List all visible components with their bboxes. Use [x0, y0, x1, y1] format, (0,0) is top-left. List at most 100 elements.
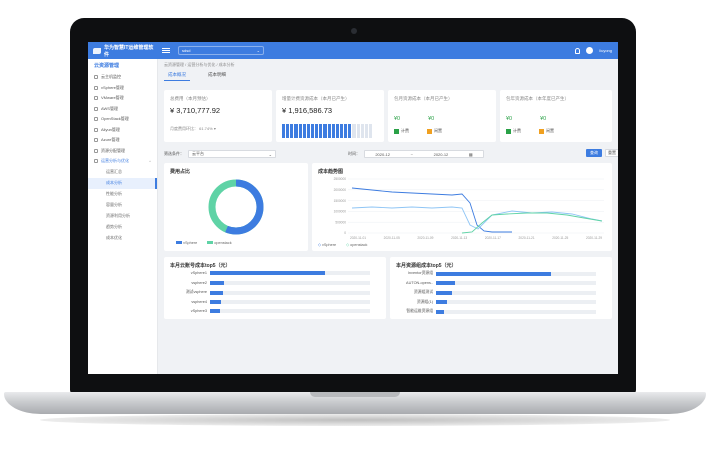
y-tick-label: 500000 — [335, 220, 346, 224]
pie-legend: vSphere openstack — [176, 241, 232, 245]
donut-slice-vsphere — [208, 179, 264, 235]
rank-row: 资源组(1) — [396, 300, 596, 305]
legend-marker: ◇ — [346, 243, 350, 247]
menu-item-icon — [94, 148, 98, 153]
rank-bar — [436, 280, 456, 285]
rank-name: 测试vsphere — [185, 290, 207, 294]
sidebar-item[interactable]: Azure管理 — [88, 135, 157, 146]
ratio-row: 月度费用环比： 61.74% ▾ — [170, 126, 216, 132]
sidebar-item[interactable]: Aliyun管理 — [88, 125, 157, 136]
legend-marker: ◇ — [318, 243, 321, 247]
legend-label: openstack — [350, 243, 368, 247]
sidebar-item-label: Azure管理 — [101, 137, 120, 143]
mini-bar — [344, 124, 348, 138]
rank-bar — [436, 271, 552, 276]
sidebar-subitem[interactable]: 成本优化 — [106, 235, 122, 240]
sidebar-subitem[interactable]: 趋势分析 — [106, 224, 122, 229]
sidebar-subitem[interactable]: 成本分析 — [88, 177, 157, 189]
legend-label: vSphere — [183, 241, 198, 245]
legend-swatch — [176, 241, 182, 244]
menu-toggle-icon[interactable] — [162, 48, 170, 53]
legend-label: 闲置 — [434, 128, 442, 133]
rank-row: vSphere3 — [170, 309, 370, 313]
mini-bar — [331, 124, 335, 138]
chevron-down-icon: ⌄ — [256, 48, 260, 53]
trend-legend: ◇ vSphere ◇ openstack — [318, 242, 367, 247]
rank-bar — [436, 300, 448, 304]
mini-bar — [306, 124, 310, 138]
y-tick-label: 0 — [344, 231, 346, 235]
filter-bar: 筛选条件： 云平台 ⌄ 时间： 2020-12 ~ 2020-12 ▦ 查询 重… — [164, 147, 618, 161]
rank-title: 本月资源组成本top5（元） — [396, 263, 457, 269]
sidebar-subitem[interactable]: 资源利用分析 — [106, 213, 130, 218]
rank-name: AUTON-opens.. — [406, 280, 433, 285]
rank-bar — [436, 290, 452, 295]
menu-item-icon — [94, 106, 98, 111]
filter-label: 筛选条件： — [164, 151, 184, 156]
mini-bar — [364, 124, 368, 138]
sidebar-item[interactable]: vSphere管理 — [88, 83, 157, 94]
rank-track — [436, 300, 596, 304]
rank-track — [210, 280, 370, 285]
avatar[interactable] — [586, 47, 594, 54]
mini-bar — [368, 124, 373, 138]
mini-bar — [310, 124, 315, 138]
reset-button[interactable]: 重置 — [605, 149, 618, 157]
rank-bar — [210, 299, 222, 304]
rank-row: vsphere2 — [170, 280, 370, 285]
app-title: 华为智慧IT运维管理软件 — [103, 44, 154, 58]
sidebar-item[interactable]: 云主机监控 — [88, 72, 157, 83]
rank-name: 资源组测试 — [414, 290, 433, 294]
platform-select[interactable]: 云平台 ⌄ — [188, 150, 276, 158]
trend-title: 成本趋势图 — [318, 169, 344, 175]
rank-name: 智能运维资源组 — [406, 309, 433, 313]
card-title: 包月资源成本（本月已产生） — [394, 96, 453, 101]
sidebar-head[interactable]: 云资源管理 — [94, 63, 120, 69]
sidebar-item-ops-analysis[interactable]: 运营分析与优化 ^ — [88, 156, 157, 167]
card-account-top5: 本月云账号成本top5（元） vSphere1 vsphere2 测试vsphere… — [164, 257, 386, 319]
rank-track — [210, 299, 370, 304]
menu-item-icon — [94, 85, 98, 90]
sidebar-subitem[interactable]: 性能分析 — [106, 191, 122, 196]
card-cost-trend: 成本趋势图 2500000 2000000 1500000 1000000 500000… — [312, 163, 612, 251]
sidebar-item[interactable]: VMware管理 — [88, 93, 157, 104]
rank-row: vsphere4 — [170, 299, 370, 304]
sidebar-item-label: 云主机监控 — [101, 74, 121, 80]
query-button[interactable]: 查询 — [586, 149, 602, 157]
sidebar-item[interactable]: AWS管理 — [88, 104, 157, 115]
chevron-up-icon: ^ — [149, 158, 151, 164]
billed-swatch — [506, 128, 511, 134]
total-cost-value: ¥ 3,710,777.92 — [170, 106, 221, 115]
sidebar-item[interactable]: OpenStack管理 — [88, 114, 157, 125]
bell-icon[interactable] — [575, 47, 581, 54]
app-logo[interactable]: 华为智慧IT运维管理软件 — [88, 44, 158, 58]
date-separator: ~ — [410, 151, 413, 157]
app-screen: 华为智慧IT运维管理软件 sdsd ⌄ liuyong 云资源管理 云主机监控 v… — [88, 42, 618, 374]
date-from: 2020-12 — [375, 151, 390, 157]
rank-track — [436, 280, 596, 285]
card-yearly-cost: 包年资源成本（本年度已产生） ¥0 ¥0 计费 闲置 — [500, 90, 612, 142]
project-select[interactable]: sdsd ⌄ — [178, 46, 264, 55]
rank-name: Inventor资源组 — [407, 271, 433, 275]
user-name[interactable]: liuyong — [599, 48, 612, 53]
tab-cost-overview[interactable]: 成本概况 — [164, 70, 190, 81]
mini-bar — [348, 124, 352, 138]
series-line-openstack — [461, 212, 603, 234]
tab-cost-detail[interactable]: 成本明细 — [208, 72, 226, 77]
tab-bar: 成本概况 成本明细 — [164, 70, 230, 81]
rank-track — [210, 290, 370, 295]
sidebar-item[interactable]: 资源分配管理 — [88, 146, 157, 157]
chart-icon — [94, 159, 98, 164]
sidebar-item-label: Aliyun管理 — [101, 126, 120, 132]
y-tick-label: 2000000 — [334, 188, 347, 192]
legend-swatch — [207, 241, 214, 244]
breadcrumb: 云资源管理 / 运营分析与优化 / 成本分析 — [164, 62, 235, 67]
mini-bar — [352, 124, 356, 138]
date-range-picker[interactable]: 2020-12 ~ 2020-12 ▦ — [364, 150, 484, 158]
sidebar-subitem[interactable]: 运营汇总 — [106, 169, 122, 174]
x-tick-label: 2020-11-09 — [417, 236, 433, 240]
sidebar-subitem[interactable]: 容量分析 — [106, 202, 122, 207]
camera-icon — [351, 28, 357, 34]
logo-icon — [93, 47, 101, 54]
menu-item-icon — [94, 127, 98, 132]
